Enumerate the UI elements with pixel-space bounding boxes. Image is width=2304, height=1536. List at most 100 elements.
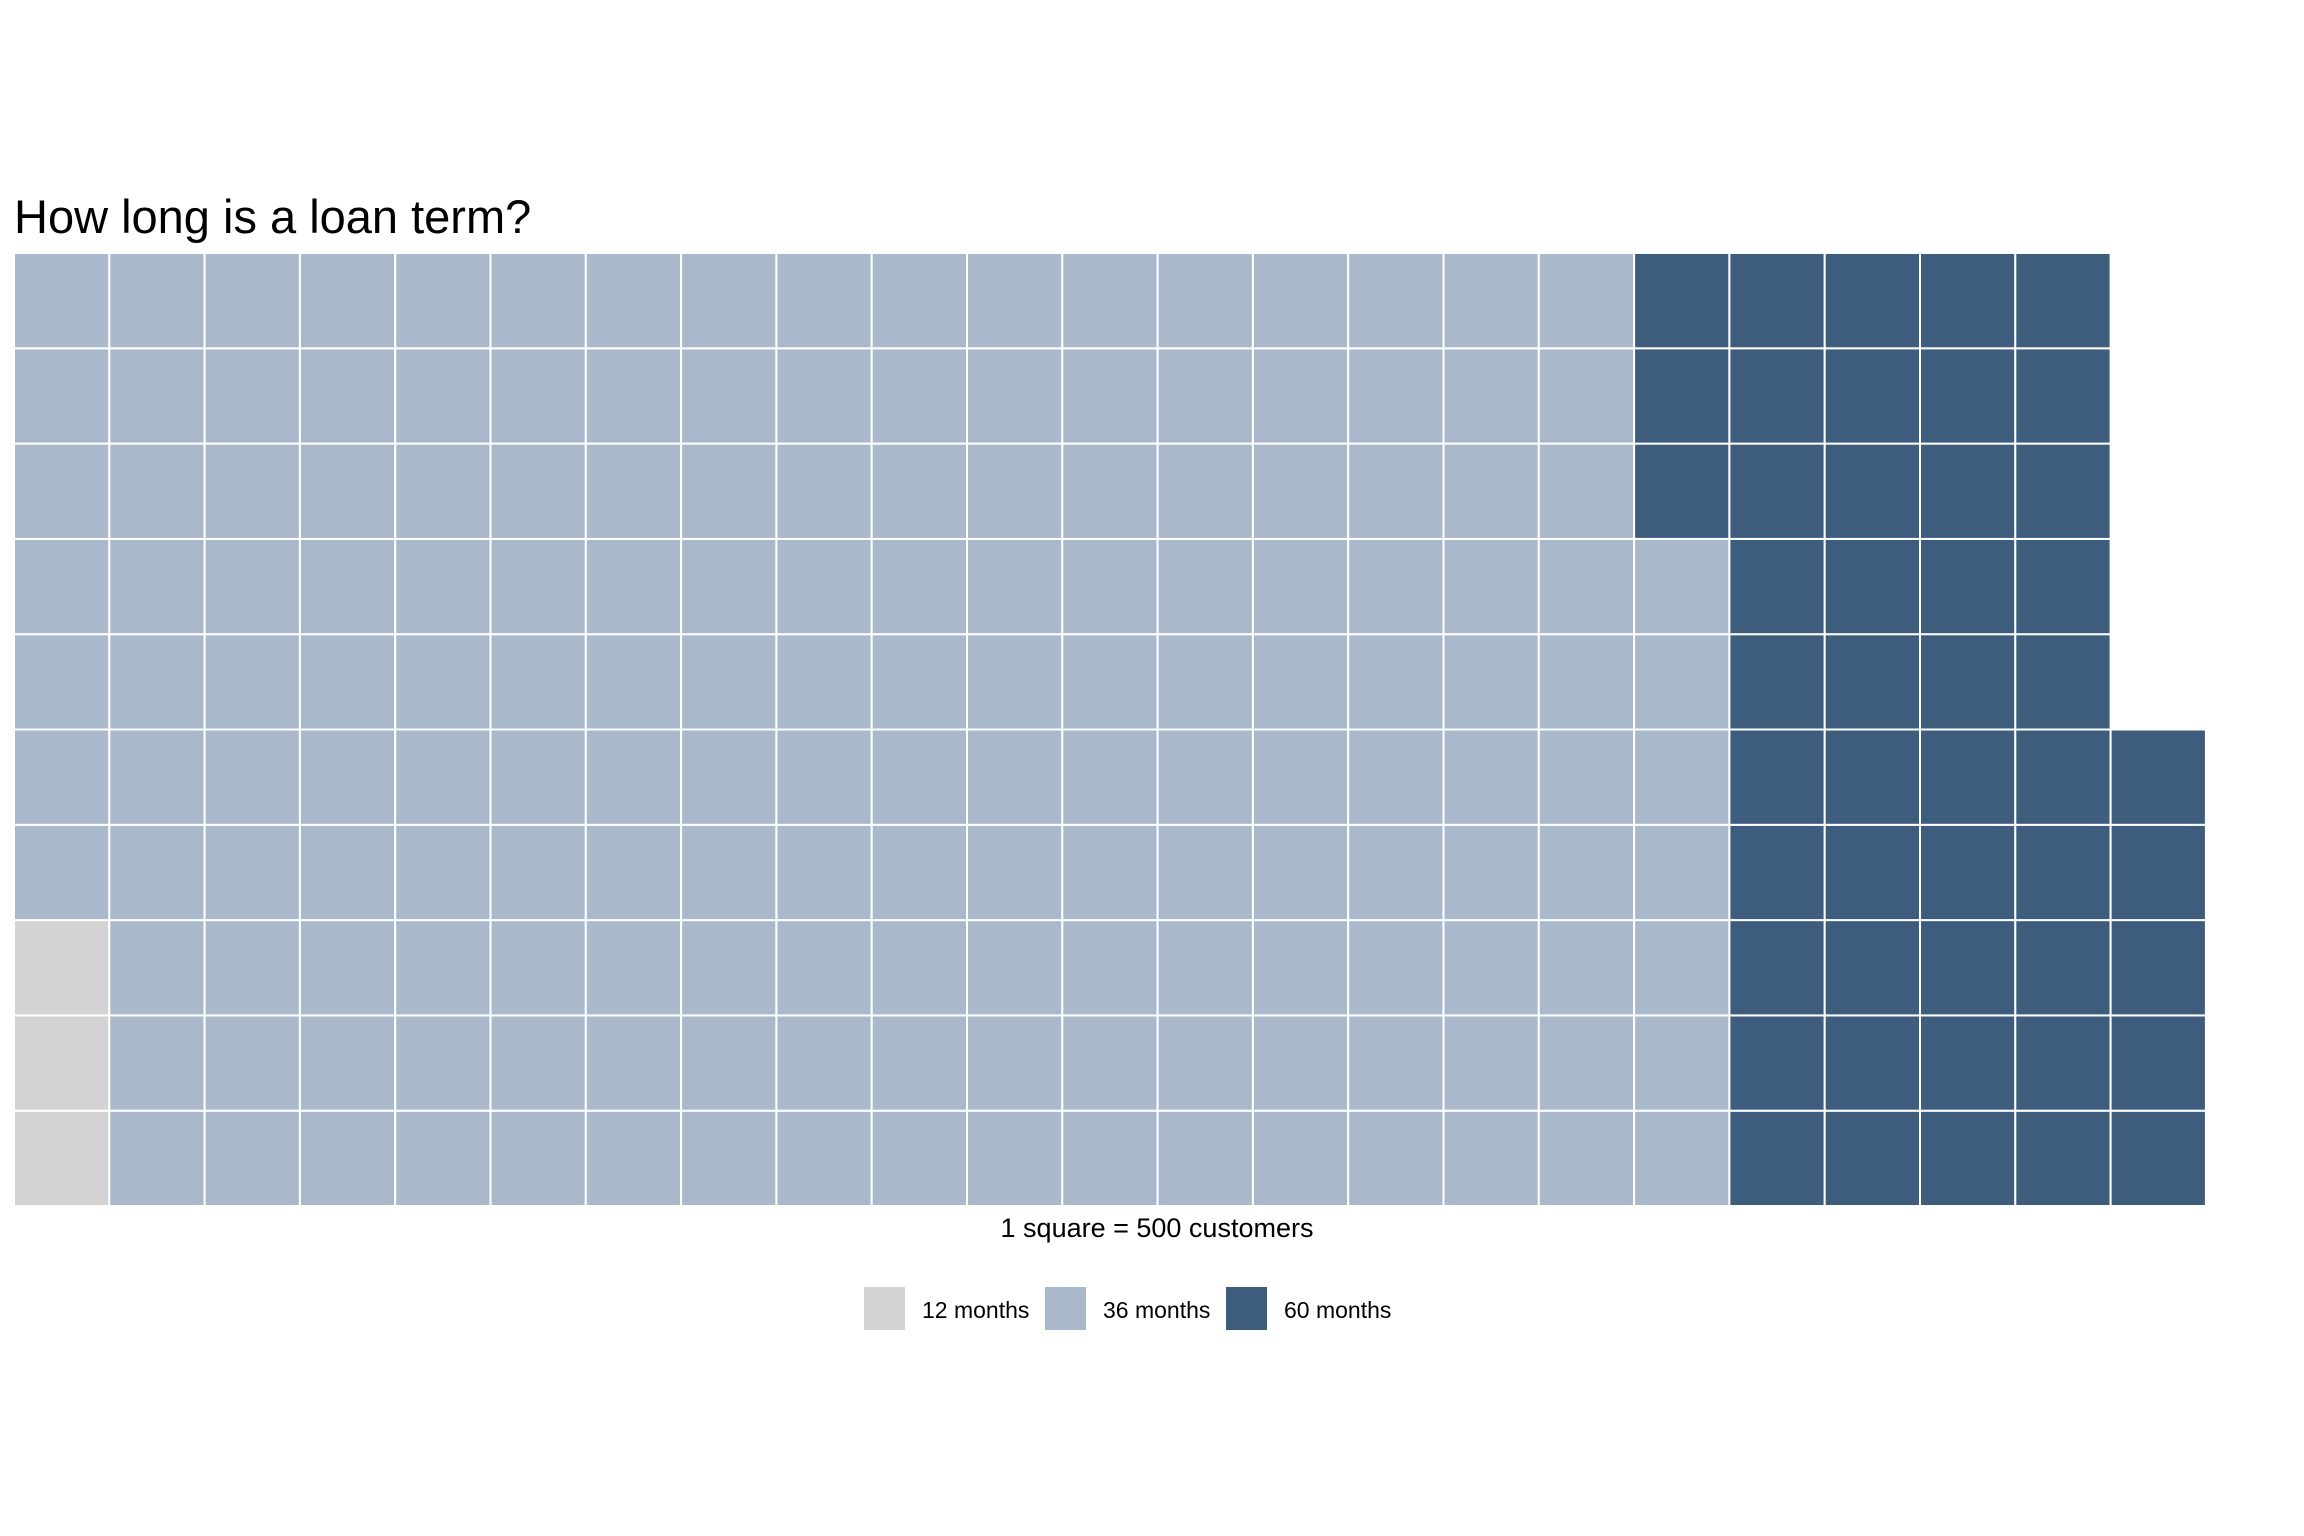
waffle-cell-36-months <box>1347 347 1445 445</box>
waffle-cell-60-months <box>1823 823 1921 922</box>
waffle-cell-36-months <box>1156 728 1254 826</box>
waffle-cell-36-months <box>870 537 969 636</box>
waffle-cell-36-months <box>298 537 397 636</box>
waffle-cell-36-months <box>1156 442 1254 540</box>
waffle-cell-60-months <box>2109 919 2207 1017</box>
waffle-cell-36-months <box>108 347 206 445</box>
waffle-cell-36-months <box>394 823 492 922</box>
waffle-cell-36-months <box>298 252 397 350</box>
waffle-cell-36-months <box>1442 1109 1540 1207</box>
waffle-cell-36-months <box>108 252 206 350</box>
waffle-cell-60-months <box>1823 537 1921 636</box>
waffle-cell-36-months <box>680 1109 778 1207</box>
waffle-cell-36-months <box>489 537 587 636</box>
waffle-cell-36-months <box>1347 633 1445 731</box>
waffle-cell-36-months <box>1156 823 1254 922</box>
waffle-cell-36-months <box>489 1109 587 1207</box>
waffle-cell-36-months <box>1251 823 1350 922</box>
waffle-cell-36-months <box>1156 537 1254 636</box>
waffle-cell-60-months <box>1823 1014 1921 1112</box>
waffle-cell-36-months <box>108 633 206 731</box>
waffle-cell-36-months <box>1061 633 1159 731</box>
waffle-cell-60-months <box>1823 919 1921 1017</box>
waffle-cell-36-months <box>775 537 873 636</box>
waffle-cell-36-months <box>108 823 206 922</box>
waffle-cell-36-months <box>584 633 683 731</box>
waffle-cell-36-months <box>1156 1014 1254 1112</box>
waffle-cell-36-months <box>1442 442 1540 540</box>
waffle-cell-36-months <box>870 1014 969 1112</box>
waffle-cell-36-months <box>1537 442 1636 540</box>
legend-label: 12 months <box>922 1297 1029 1323</box>
waffle-cell-36-months <box>584 728 683 826</box>
waffle-cell-36-months <box>1442 537 1540 636</box>
chart-caption: 1 square = 500 customers <box>1001 1213 1314 1243</box>
waffle-cell-36-months <box>1442 823 1540 922</box>
waffle-cell-60-months <box>1823 347 1921 445</box>
waffle-cell-36-months <box>680 823 778 922</box>
waffle-cell-36-months <box>394 1109 492 1207</box>
waffle-cell-60-months <box>2014 1109 2112 1207</box>
waffle-cell-36-months <box>108 1109 206 1207</box>
waffle-cell-36-months <box>13 347 111 445</box>
waffle-cell-36-months <box>1633 823 1731 922</box>
waffle-cell-36-months <box>1633 633 1731 731</box>
waffle-cell-36-months <box>203 442 301 540</box>
waffle-cell-36-months <box>870 919 969 1017</box>
waffle-cell-36-months <box>1156 252 1254 350</box>
waffle-cell-36-months <box>489 919 587 1017</box>
waffle-cell-36-months <box>775 442 873 540</box>
waffle-cell-36-months <box>1633 1014 1731 1112</box>
waffle-cell-60-months <box>1633 347 1731 445</box>
legend: 12 months 36 months 60 months <box>864 1287 1391 1330</box>
waffle-cell-36-months <box>775 347 873 445</box>
waffle-cell-36-months <box>203 347 301 445</box>
waffle-cell-36-months <box>1347 823 1445 922</box>
legend-label: 36 months <box>1103 1297 1210 1323</box>
waffle-cell-60-months <box>2014 347 2112 445</box>
waffle-cell-36-months <box>1061 252 1159 350</box>
waffle-cell-36-months <box>1442 1014 1540 1112</box>
waffle-cell-36-months <box>489 442 587 540</box>
waffle-cell-36-months <box>870 442 969 540</box>
waffle-cell-36-months <box>1156 919 1254 1017</box>
waffle-cell-60-months <box>2109 728 2207 826</box>
legend-key-12-months <box>864 1287 905 1330</box>
waffle-cell-36-months <box>870 823 969 922</box>
waffle-cell-36-months <box>1251 347 1350 445</box>
waffle-cell-36-months <box>1633 919 1731 1017</box>
waffle-cell-60-months <box>2014 728 2112 826</box>
waffle-cell-60-months <box>1919 1109 2017 1207</box>
waffle-cell-36-months <box>203 537 301 636</box>
waffle-cell-36-months <box>1061 1109 1159 1207</box>
waffle-cell-36-months <box>394 537 492 636</box>
waffle-cell-36-months <box>870 1109 969 1207</box>
waffle-cell-12-months <box>13 919 111 1017</box>
waffle-cell-60-months <box>1823 252 1921 350</box>
waffle-cell-36-months <box>1347 728 1445 826</box>
waffle-cell-36-months <box>1537 252 1636 350</box>
waffle-cell-36-months <box>870 252 969 350</box>
waffle-cell-36-months <box>1061 823 1159 922</box>
waffle-cell-36-months <box>584 919 683 1017</box>
waffle-cell-36-months <box>775 1014 873 1112</box>
waffle-cell-36-months <box>1251 1109 1350 1207</box>
waffle-cell-36-months <box>966 1109 1064 1207</box>
waffle-cell-36-months <box>298 919 397 1017</box>
waffle-cell-36-months <box>1537 728 1636 826</box>
waffle-cell-36-months <box>680 252 778 350</box>
waffle-cell-36-months <box>1537 537 1636 636</box>
waffle-cell-36-months <box>1537 1014 1636 1112</box>
waffle-cell-36-months <box>13 442 111 540</box>
waffle-cell-36-months <box>1537 347 1636 445</box>
waffle-cell-36-months <box>584 537 683 636</box>
waffle-cell-36-months <box>298 823 397 922</box>
waffle-cell-60-months <box>2014 252 2112 350</box>
waffle-cell-36-months <box>1347 252 1445 350</box>
waffle-cell-36-months <box>394 347 492 445</box>
waffle-cell-36-months <box>1537 1109 1636 1207</box>
waffle-cell-60-months <box>1919 442 2017 540</box>
waffle-cell-36-months <box>966 823 1064 922</box>
waffle-cell-36-months <box>1156 347 1254 445</box>
